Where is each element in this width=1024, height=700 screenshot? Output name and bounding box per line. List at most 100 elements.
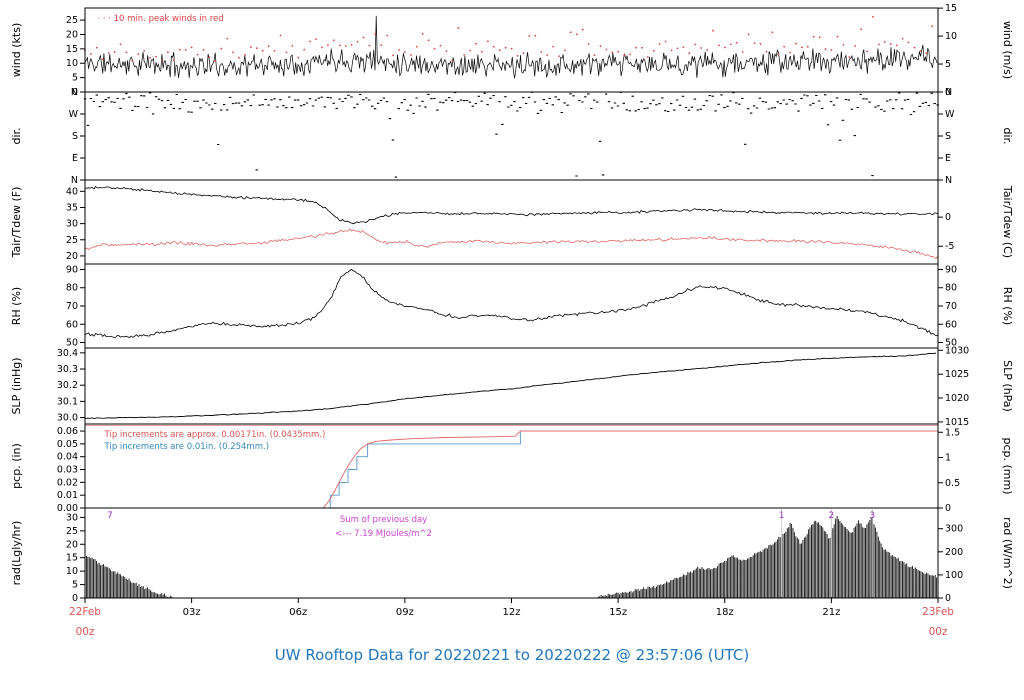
point-peak-wind-10min — [344, 45, 347, 47]
axis-label-right-wind: wind (m/s) — [1001, 21, 1014, 79]
tick-label-right: 15 — [945, 3, 957, 14]
point-peak-wind-10min — [895, 44, 898, 47]
point-peak-wind-10min — [279, 34, 282, 37]
tick-label-left: 30 — [66, 512, 78, 523]
tick-label-left: 0.02 — [57, 477, 78, 488]
point-peak-wind-10min — [901, 37, 904, 40]
point-peak-wind-10min — [682, 46, 685, 49]
point-peak-wind-10min — [131, 59, 134, 62]
point-peak-wind-10min — [356, 40, 359, 43]
point-peak-wind-10min — [919, 50, 922, 52]
tick-label-left: 0.05 — [57, 439, 78, 450]
point-peak-wind-10min — [848, 56, 851, 58]
tick-label-right: E — [945, 153, 951, 164]
point-peak-wind-10min — [107, 52, 110, 54]
point-peak-wind-10min — [925, 52, 928, 55]
point-peak-wind-10min — [421, 33, 424, 35]
tick-label-left: 0.03 — [57, 465, 78, 476]
point-peak-wind-10min — [220, 47, 223, 50]
point-peak-wind-10min — [546, 54, 548, 56]
tick-label-left: 30.1 — [57, 396, 78, 407]
tick-label-right: 70 — [945, 301, 957, 312]
axis-label-right-rad: rad (W/m^2) — [1001, 517, 1014, 589]
series-sea-level-pressure — [84, 352, 937, 420]
tick-label-left: 35 — [66, 202, 78, 213]
tick-label-right: 1 — [945, 453, 951, 464]
tick-label-right: N — [945, 175, 952, 186]
point-peak-wind-10min — [558, 55, 560, 57]
tick-label-left: 20 — [66, 251, 78, 262]
point-peak-wind-10min — [783, 45, 785, 48]
annotation: Tip increments are 0.01in. (0.254mm.) — [104, 442, 269, 452]
point-peak-wind-10min — [113, 51, 116, 53]
point-peak-wind-10min — [510, 47, 513, 50]
point-peak-wind-10min — [309, 40, 311, 43]
point-peak-wind-10min — [208, 56, 211, 59]
point-peak-wind-10min — [706, 48, 708, 51]
point-peak-wind-10min — [196, 53, 199, 56]
tick-label-left: 0 — [72, 87, 78, 98]
point-peak-wind-10min — [261, 49, 264, 52]
x-start-hour: 00z — [76, 626, 95, 638]
tick-label-right: 90 — [945, 264, 957, 275]
point-peak-wind-10min — [386, 34, 389, 37]
point-peak-wind-10min — [569, 31, 572, 34]
tick-label-right: 100 — [945, 570, 963, 581]
tick-label-right: 1025 — [945, 369, 969, 380]
tick-label-left: 10 — [66, 58, 78, 69]
tick-label-right: 10 — [945, 31, 957, 42]
x-start-date: 22Feb — [69, 606, 101, 618]
series-wind-direction — [83, 91, 939, 178]
point-peak-wind-10min — [824, 48, 827, 51]
tick-label-right: 80 — [945, 283, 957, 294]
tick-label-right: 0 — [945, 503, 951, 514]
tick-label-right: 1020 — [945, 393, 969, 404]
point-peak-wind-10min — [398, 49, 400, 51]
point-peak-wind-10min — [315, 38, 317, 41]
annotation: · · · 10 min. peak winds in red — [97, 14, 223, 24]
point-peak-wind-10min — [410, 54, 412, 56]
point-peak-wind-10min — [647, 56, 649, 58]
axis-label-left-wind: wind (kts) — [10, 23, 23, 78]
point-peak-wind-10min — [463, 54, 466, 56]
point-peak-wind-10min — [564, 49, 566, 52]
tick-label-right: 0.5 — [945, 478, 960, 489]
point-peak-wind-10min — [368, 44, 371, 47]
point-peak-wind-10min — [587, 43, 590, 45]
event-label: 3 — [869, 511, 875, 521]
tick-label-right: 1015 — [945, 417, 969, 428]
point-peak-wind-10min — [321, 46, 323, 49]
point-peak-wind-10min — [599, 45, 602, 48]
point-peak-wind-10min — [303, 48, 306, 51]
point-peak-wind-10min — [415, 45, 418, 48]
point-peak-wind-10min — [641, 46, 643, 49]
tick-label-left: 20 — [66, 539, 78, 550]
point-peak-wind-10min — [244, 54, 246, 56]
point-peak-wind-10min — [712, 29, 714, 32]
point-peak-wind-10min — [451, 59, 454, 62]
point-peak-wind-10min — [173, 59, 175, 62]
point-peak-wind-10min — [878, 43, 880, 46]
point-peak-wind-10min — [652, 49, 655, 52]
point-peak-wind-10min — [238, 56, 240, 59]
point-peak-wind-10min — [374, 32, 377, 35]
point-peak-wind-10min — [392, 54, 394, 57]
tick-label-left: 25 — [66, 526, 78, 537]
axis-label-left-pcp: pcp. (in) — [10, 443, 23, 489]
point-peak-wind-10min — [184, 49, 187, 51]
point-peak-wind-10min — [214, 60, 217, 63]
point-peak-wind-10min — [676, 47, 679, 50]
event-label: 7 — [107, 511, 113, 521]
axis-label-left-dir: dir. — [10, 127, 23, 144]
point-peak-wind-10min — [161, 59, 163, 62]
point-peak-wind-10min — [350, 44, 353, 46]
tick-label-left: 20 — [66, 29, 78, 40]
annotation: Sum of previous day — [340, 515, 427, 525]
point-peak-wind-10min — [806, 45, 809, 48]
point-peak-wind-10min — [581, 28, 584, 31]
point-peak-wind-10min — [119, 43, 122, 46]
point-peak-wind-10min — [137, 53, 140, 55]
point-peak-wind-10min — [404, 51, 406, 53]
x-tick-label: 15z — [609, 607, 627, 618]
point-peak-wind-10min — [167, 51, 169, 54]
